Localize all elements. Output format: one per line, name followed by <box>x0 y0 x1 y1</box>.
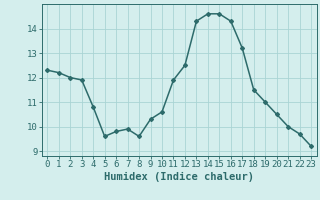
X-axis label: Humidex (Indice chaleur): Humidex (Indice chaleur) <box>104 172 254 182</box>
